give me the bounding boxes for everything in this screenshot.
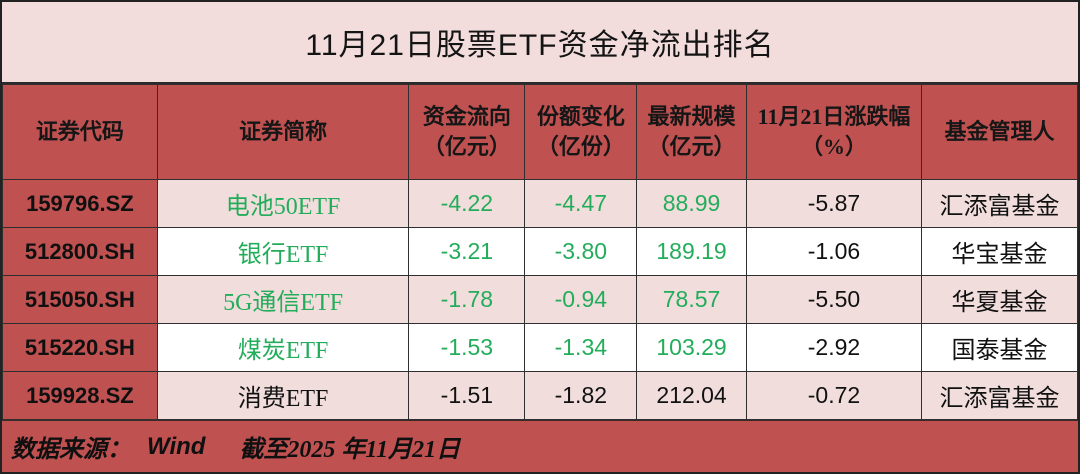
table-header-row: 证券代码 证券简称 资金流向 （亿元） 份额变化 （亿份） 最新规模 （亿元） 11月… [2,84,1078,180]
cell-manager: 华夏基金 [921,275,1078,324]
page-title: 11月21日股票ETF资金净流出排名 [305,29,775,62]
cell-name: 银行ETF [156,227,410,276]
table-row: 515220.SH 煤炭ETF -1.53 -1.34 103.29 -2.92… [2,323,1078,372]
cell-code: 512800.SH [2,227,158,276]
header-fund-flow: 资金流向 （亿元） [408,84,526,180]
table-row: 512800.SH 银行ETF -3.21 -3.80 189.19 -1.06… [2,227,1078,276]
cell-fund-flow: -1.53 [408,323,526,372]
cell-name: 煤炭ETF [156,323,410,372]
cell-scale: 189.19 [636,227,747,276]
table-row: 159796.SZ 电池50ETF -4.22 -4.47 88.99 -5.8… [2,179,1078,228]
cell-manager: 汇添富基金 [921,179,1078,228]
cell-manager: 国泰基金 [921,323,1078,372]
cell-share-change: -1.82 [524,371,638,420]
table-row: 515050.SH 5G通信ETF -1.78 -0.94 78.57 -5.5… [2,275,1078,324]
cell-change-percent: -1.06 [745,227,923,276]
header-security-code: 证券代码 [2,84,158,180]
cell-share-change: -1.34 [524,323,638,372]
etf-outflow-table: 证券代码 证券简称 资金流向 （亿元） 份额变化 （亿份） 最新规模 （亿元） 11月… [2,84,1078,420]
cell-scale: 103.29 [636,323,747,372]
cell-code: 159796.SZ [2,179,158,228]
cell-code: 159928.SZ [2,371,158,420]
cell-share-change: -4.47 [524,179,638,228]
table-row: 159928.SZ 消费ETF -1.51 -1.82 212.04 -0.72… [2,371,1078,420]
source-label: 数据来源： [11,437,131,463]
cell-name: 消费ETF [156,371,410,420]
cell-code: 515220.SH [2,323,158,372]
source-name: Wind [147,432,206,460]
cell-scale: 78.57 [636,275,747,324]
cell-manager: 汇添富基金 [921,371,1078,420]
cell-change-percent: -5.87 [745,179,923,228]
source-footer: 数据来源： Wind 截至2025 年11月21日 [2,420,1078,472]
cell-scale: 212.04 [636,371,747,420]
title-bar: 11月21日股票ETF资金净流出排名 [2,2,1078,84]
header-change-percent: 11月21日涨跌幅 （%） [745,84,923,180]
cell-fund-flow: -3.21 [408,227,526,276]
cell-change-percent: -2.92 [745,323,923,372]
cell-change-percent: -5.50 [745,275,923,324]
header-share-change: 份额变化 （亿份） [524,84,638,180]
header-fund-manager: 基金管理人 [921,84,1078,180]
header-latest-scale: 最新规模 （亿元） [636,84,747,180]
cell-name: 5G通信ETF [156,275,410,324]
cell-manager: 华宝基金 [921,227,1078,276]
cell-change-percent: -0.72 [745,371,923,420]
header-security-name: 证券简称 [156,84,410,180]
cell-fund-flow: -1.78 [408,275,526,324]
cell-scale: 88.99 [636,179,747,228]
as-of-date: 截至2025 年11月21日 [239,437,461,463]
cell-fund-flow: -1.51 [408,371,526,420]
cell-code: 515050.SH [2,275,158,324]
cell-share-change: -3.80 [524,227,638,276]
cell-name: 电池50ETF [156,179,410,228]
cell-share-change: -0.94 [524,275,638,324]
cell-fund-flow: -4.22 [408,179,526,228]
